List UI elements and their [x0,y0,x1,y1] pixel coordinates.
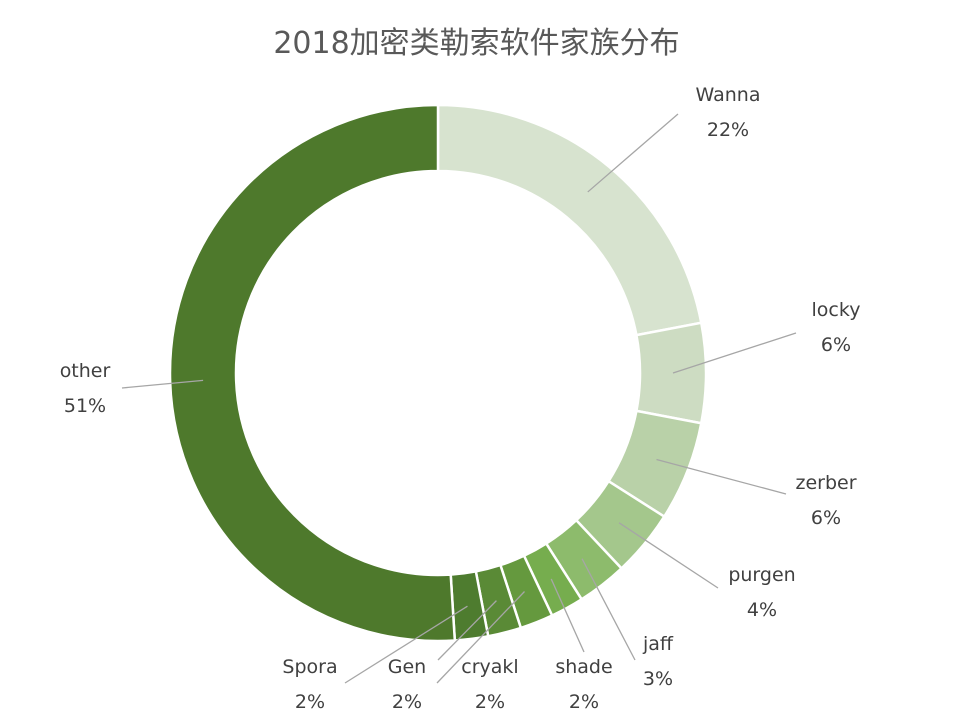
label-shade: shade [555,656,612,678]
pct-cryakl: 2% [475,691,505,713]
label-wanna: Wanna [696,84,761,106]
label-purgen: purgen [728,564,795,586]
pct-other: 51% [64,395,106,417]
leader-line-zerber [656,458,787,495]
leader-line-spora [344,605,468,684]
label-zerber: zerber [795,472,856,494]
label-spora: Spora [282,656,337,678]
pct-wanna: 22% [707,119,749,141]
leader-line-wanna [587,113,679,193]
label-gen: Gen [388,656,426,678]
slice-wanna [436,103,703,337]
label-jaff: jaff [642,633,674,655]
pct-shade: 2% [569,691,599,713]
slice-locky [634,321,708,425]
leader-line-locky [672,332,797,374]
label-other: other [60,360,111,382]
label-locky: locky [812,299,861,321]
chart-title: 2018加密类勒索软件家族分布 [273,26,680,61]
pct-jaff: 3% [643,668,673,690]
leader-line-cryakl [436,591,525,684]
slice-other [168,103,457,643]
slices [168,103,708,643]
label-cryakl: cryakl [461,656,518,678]
leader-line-purgen [618,522,719,589]
leader-line-gen [437,600,497,661]
pct-zerber: 6% [811,507,841,529]
leader-lines [121,113,797,684]
leader-line-jaff [581,558,636,661]
pct-gen: 2% [392,691,422,713]
pct-spora: 2% [295,691,325,713]
leader-line-other [121,379,204,389]
pct-locky: 6% [821,334,851,356]
leader-line-shade [550,578,585,653]
slice-labels: Wanna 22% locky 6% zerber 6% purgen 4% jaff 3% sha… [60,84,861,713]
pct-purgen: 4% [747,599,777,621]
